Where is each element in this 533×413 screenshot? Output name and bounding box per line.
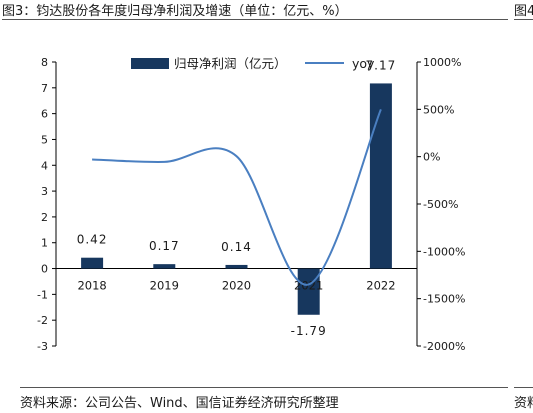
bar-2019 [153,264,176,269]
next-figure-title-fragment: 图4 [514,4,533,19]
next-source-fragment: 资料 [514,396,533,411]
right-axis-tick-label: -1500% [423,293,465,306]
data-label-2018: 0.42 [77,233,108,247]
left-axis-tick-label: 4 [41,159,48,172]
bar-2020 [225,264,248,269]
left-axis-tick-label: 3 [41,185,48,198]
left-axis-tick-label: 5 [41,133,48,146]
legend-bar-label: 归母净利润（亿元） [174,56,287,71]
x-tick-label-2019: 2019 [150,279,179,293]
data-label-2021: -1.79 [291,324,327,338]
bar-2018 [81,257,104,269]
next-title-rule [514,19,533,20]
legend-line-label: yoy [352,56,375,71]
yoy-line [92,108,382,286]
right-axis-tick-label: -2000% [423,340,465,353]
left-axis-tick-label: -2 [37,314,48,327]
left-axis-tick-label: 6 [41,108,48,121]
x-tick-label-2022: 2022 [366,279,395,293]
figure-title: 图3：钧达股份各年度归母净利润及增速（单位：亿元、%） [2,4,348,19]
left-axis-tick-label: -1 [37,288,48,301]
left-axis-tick-label: 0 [41,263,48,276]
left-axis-tick-label: -3 [37,340,48,353]
bar-2022 [369,83,392,269]
data-label-2020: 0.14 [221,240,252,254]
next-source-rule [514,387,533,388]
left-axis-tick-label: 2 [41,211,48,224]
right-axis-tick-label: -500% [423,198,458,211]
x-tick-label-2018: 2018 [77,279,106,293]
source-rule [20,387,508,388]
left-axis-tick-label: 8 [41,56,48,69]
right-axis-tick-label: 0% [423,151,440,164]
left-axis-tick-label: 7 [41,82,48,95]
right-axis-tick-label: 1000% [423,56,461,69]
source-note: 资料来源：公司公告、Wind、国信证券经济研究所整理 [20,396,339,411]
x-tick-label-2020: 2020 [222,279,251,293]
legend-bar-swatch [131,58,169,69]
data-label-2019: 0.17 [149,239,180,253]
right-axis-tick-label: 500% [423,103,454,116]
title-rule [2,19,508,20]
left-axis-tick-label: 1 [41,237,48,250]
right-axis-tick-label: -1000% [423,245,465,258]
data-label-2022: 7.17 [366,58,397,72]
